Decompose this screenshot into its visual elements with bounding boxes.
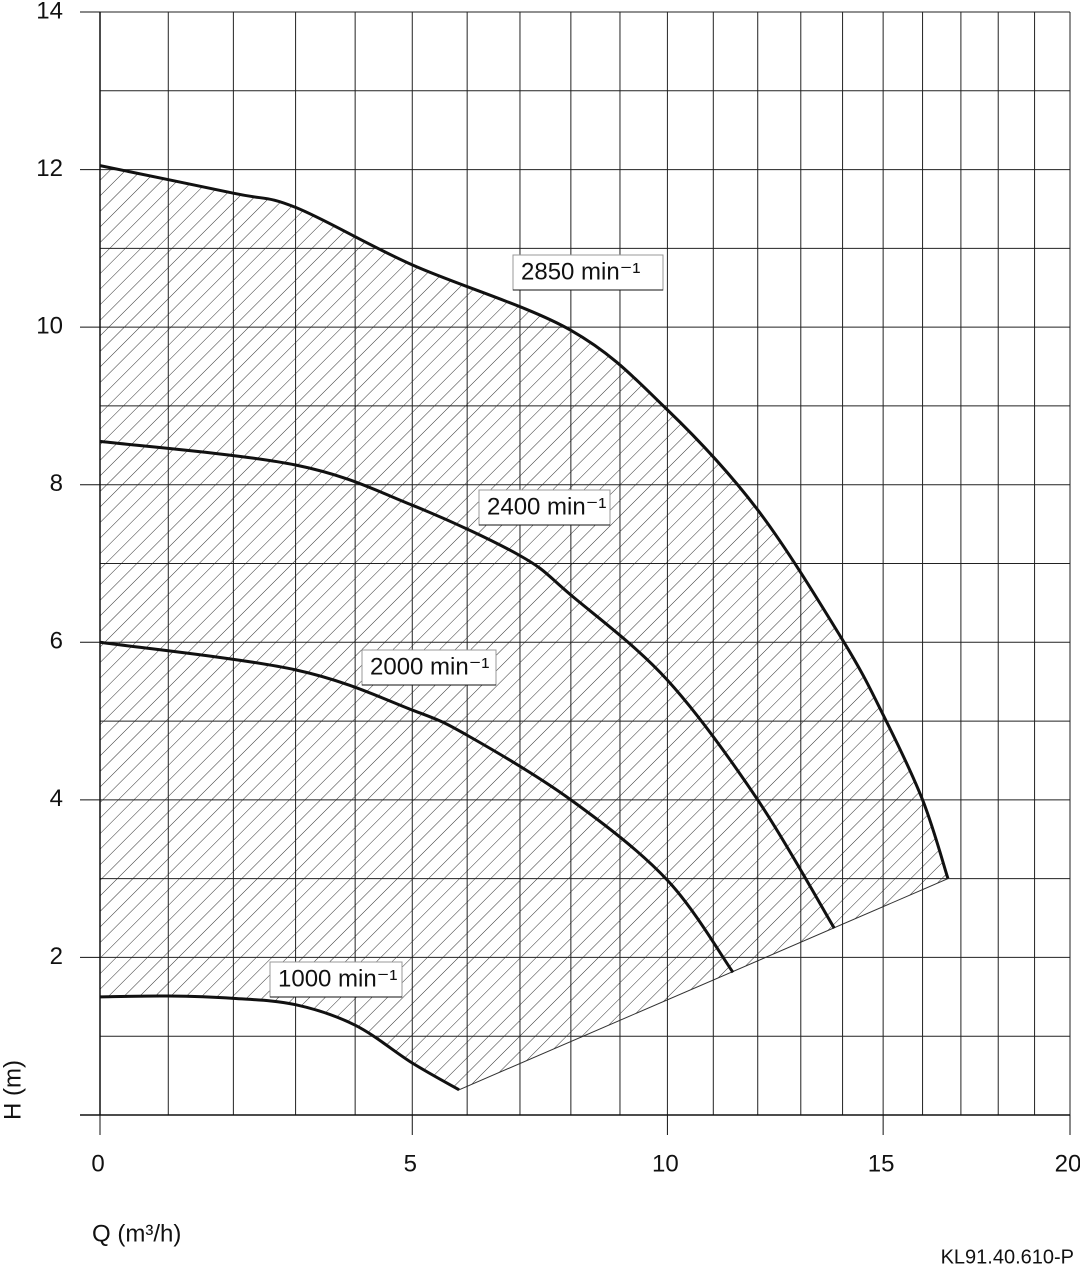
x-axis-label: Q (m³/h)	[92, 1220, 181, 1247]
y-tick-label: 10	[36, 312, 63, 339]
legend-label: 1000 min⁻¹	[278, 965, 397, 992]
legend-label: 2400 min⁻¹	[487, 493, 606, 520]
curve	[99, 640, 735, 974]
curve	[99, 439, 836, 930]
label-box	[478, 489, 611, 526]
x-tick-label: 10	[652, 1150, 679, 1177]
y-tick-label: 8	[50, 470, 63, 497]
x-tick-label: 0	[91, 1150, 104, 1177]
x-tick-label: 5	[404, 1150, 417, 1177]
legend-label: 2000 min⁻¹	[370, 653, 489, 680]
y-tick-label: 6	[50, 628, 63, 655]
y-tick-label: 14	[36, 0, 63, 24]
curve	[99, 994, 460, 1092]
x-tick-label: 15	[868, 1150, 895, 1177]
y-tick-label: 4	[50, 785, 63, 812]
label-box	[512, 254, 664, 291]
hatched-range	[99, 165, 949, 1091]
curve	[99, 164, 950, 880]
y-tick-label: 2	[50, 943, 63, 970]
y-tick-label: 12	[36, 155, 63, 182]
label-box	[269, 961, 403, 998]
y-axis-label: H (m)	[0, 1060, 26, 1120]
code-label: KL91.40.610-P	[941, 1246, 1074, 1268]
legend-label: 2850 min⁻¹	[521, 258, 640, 285]
x-tick-label: 20	[1055, 1150, 1080, 1177]
label-box	[361, 649, 497, 686]
